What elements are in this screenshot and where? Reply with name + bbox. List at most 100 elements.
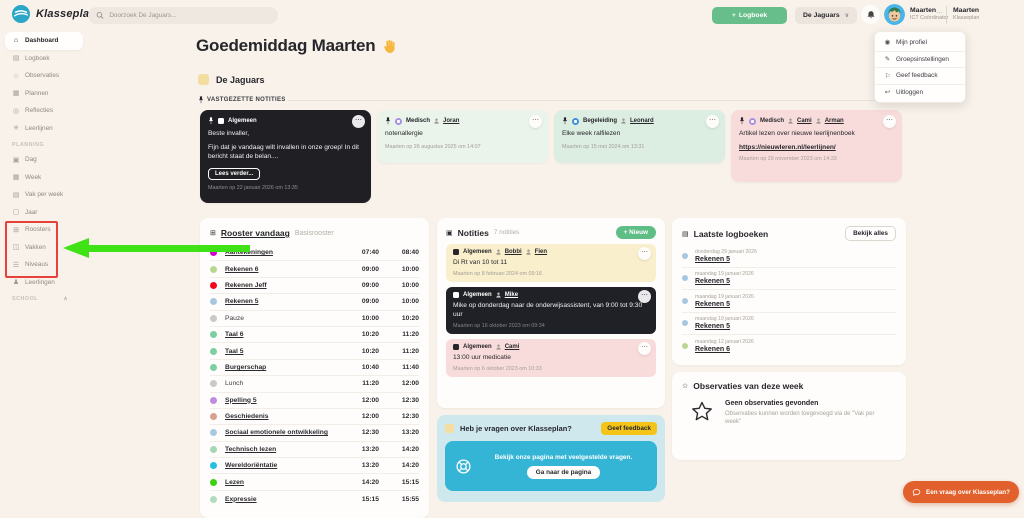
schedule-row[interactable]: Aantekeningen 07:40 08:40 xyxy=(210,245,419,262)
pinned-note-card[interactable]: Algemeen ⋯ Beste invaller, Fijn dat je v… xyxy=(200,110,371,203)
user-more-options-icon[interactable]: ⋯ xyxy=(936,10,943,17)
menu-item-mijn-profiel[interactable]: ◉ Mijn profiel xyxy=(884,38,927,47)
avatar[interactable] xyxy=(884,4,905,25)
help-chat-button[interactable]: Een vraag over Klasseplan? xyxy=(903,481,1019,503)
app-logo[interactable]: Klasseplan xyxy=(12,5,96,23)
sidebar-item-roosters[interactable]: ⊞ Roosters xyxy=(13,226,51,234)
subject-link[interactable]: Rekenen Jeff xyxy=(225,281,267,289)
sidebar-item-dashboard[interactable]: ⌂ Dashboard xyxy=(5,32,83,50)
logbook-row[interactable]: maandag 19 januari 2026 Rekenen 5 xyxy=(682,313,896,335)
menu-item-groepsinstellingen[interactable]: ✎ Groepsinstellingen xyxy=(875,50,965,68)
logbook-row[interactable]: maandag 12 januari 2026 Rekenen 6 xyxy=(682,335,896,358)
sidebar-item-plannen[interactable]: ▦ Plannen xyxy=(12,89,49,98)
sidebar-item-logboek[interactable]: ▤ Logboek xyxy=(12,54,50,63)
pinned-note-card[interactable]: Begeleiding Leonard ⋯ Elke week ralfilez… xyxy=(554,110,725,163)
more-options-button[interactable]: ⋯ xyxy=(352,115,365,128)
sidebar-item-leerlingen[interactable]: ♟ Leerlingen xyxy=(12,278,55,287)
student-link[interactable]: Mike xyxy=(504,291,519,298)
student-link[interactable]: Cami xyxy=(504,343,520,350)
note-link[interactable]: https://nieuwleren.nl/leerlijnen/ xyxy=(739,143,836,151)
sidebar-item-jaar[interactable]: ▢ Jaar xyxy=(12,208,38,217)
schedule-row[interactable]: Burgerschap 10:40 11:40 xyxy=(210,360,419,377)
group-selector-dropdown[interactable]: De Jaguars ∨ xyxy=(795,7,858,24)
sidebar-item-observaties[interactable]: ☆ Observaties xyxy=(12,72,60,80)
sidebar-item-vakken[interactable]: ◫ Vakken xyxy=(12,243,46,252)
more-options-button[interactable]: ⋯ xyxy=(529,115,542,128)
logbook-row[interactable]: maandag 19 januari 2026 Rekenen 5 xyxy=(682,268,896,290)
logbook-subject-link[interactable]: Rekenen 5 xyxy=(695,300,731,308)
menu-item-uitloggen[interactable]: ↩ Uitloggen xyxy=(875,83,965,101)
schedule-row[interactable]: Rekenen Jeff 09:00 10:00 xyxy=(210,278,419,295)
student-link[interactable]: Bobbi xyxy=(504,249,522,255)
schedule-row[interactable]: Expressie 15:15 15:55 xyxy=(210,491,419,507)
sidebar-item-niveaus[interactable]: ☰ Niveaus xyxy=(12,261,49,269)
subject-link[interactable]: Aantekeningen xyxy=(225,249,273,257)
logbook-subject-link[interactable]: Rekenen 5 xyxy=(695,323,731,331)
read-more-button[interactable]: Lees verder... xyxy=(208,167,261,180)
student-link[interactable]: Joran xyxy=(443,118,460,124)
note-item[interactable]: Algemeen Cami ⋯ 13:00 uur medicatie Maar… xyxy=(446,338,656,377)
new-note-button[interactable]: + Nieuw xyxy=(615,226,656,239)
student-link[interactable]: Fien xyxy=(534,249,548,255)
subject-link[interactable]: Geschiedenis xyxy=(225,413,269,421)
sidebar-item-week[interactable]: ▦ Week xyxy=(12,173,42,182)
search-bar[interactable] xyxy=(88,7,278,24)
schedule-row[interactable]: Taal 6 10:20 11:20 xyxy=(210,327,419,344)
note-item[interactable]: Algemeen Bobbi Fien ⋯ Di Rt van 10 tot 1… xyxy=(446,244,656,282)
sidebar-item-dag[interactable]: ▣ Dag xyxy=(12,156,37,164)
student-link[interactable]: Leonard xyxy=(630,118,654,124)
subject-link[interactable]: Burgerschap xyxy=(225,363,267,371)
feedback-button[interactable]: Geef feedback xyxy=(601,422,657,435)
subject-link[interactable]: Taal 5 xyxy=(225,347,244,355)
subject-link[interactable]: Wereldoriëntatie xyxy=(225,462,278,470)
account-switcher[interactable]: Maarten Klasseplan xyxy=(953,7,979,21)
schedule-row[interactable]: Sociaal emotionele ontwikkeling 12:30 13:2… xyxy=(210,425,419,442)
sidebar-item-vak-per-week[interactable]: ▤ Vak per week xyxy=(12,191,64,199)
note-item[interactable]: Algemeen Mike ⋯ Mike op donderdag naar d… xyxy=(446,286,656,334)
more-options-button[interactable]: ⋯ xyxy=(706,115,719,128)
logbook-subject-link[interactable]: Rekenen 6 xyxy=(695,346,731,354)
subject-link[interactable]: Spelling 5 xyxy=(225,396,257,404)
schedule-row[interactable]: Wereldoriëntatie 13:20 14:20 xyxy=(210,458,419,475)
sidebar-section-school[interactable]: SCHOOL ∧ xyxy=(0,291,88,305)
student-link[interactable]: Arman xyxy=(824,118,844,124)
subject-link[interactable]: Rekenen 6 xyxy=(225,265,259,273)
sidebar-item-reflecties[interactable]: ◎ Reflecties xyxy=(12,107,54,115)
logbook-row[interactable]: donderdag 29 januari 2026 Rekenen 5 xyxy=(682,245,896,268)
add-logboek-button[interactable]: + Logboek xyxy=(712,7,787,24)
current-user[interactable]: Maarten ICT Coördinator xyxy=(910,7,948,21)
search-input[interactable] xyxy=(109,12,270,19)
logbook-subject-link[interactable]: Rekenen 5 xyxy=(695,278,731,286)
schedule-row[interactable]: Geschiedenis 12:00 12:30 xyxy=(210,409,419,426)
go-to-page-button[interactable]: Ga naar de pagina xyxy=(526,465,601,479)
schedule-row[interactable]: Rekenen 6 09:00 10:00 xyxy=(210,261,419,278)
pinned-note-card[interactable]: Medisch Joran ⋯ notenallergie Maarten op… xyxy=(377,110,548,163)
more-options-button[interactable]: ⋯ xyxy=(638,247,651,260)
schedule-row[interactable]: Technisch lezen 13:20 14:20 xyxy=(210,442,419,459)
student-link[interactable]: Cami xyxy=(797,118,812,124)
schedule-title[interactable]: Rooster vandaag xyxy=(220,228,290,238)
more-options-button[interactable]: ⋯ xyxy=(638,341,651,355)
schedule-row[interactable]: Rekenen 5 09:00 10:00 xyxy=(210,294,419,311)
menu-item-geef-feedback[interactable]: ⚐ Geef feedback xyxy=(875,67,965,84)
logbook-subject-link[interactable]: Rekenen 5 xyxy=(695,255,731,263)
start-time: 10:20 xyxy=(361,331,379,339)
logbook-row[interactable]: maandag 19 januari 2026 Rekenen 5 xyxy=(682,290,896,313)
subject-link[interactable]: Rekenen 5 xyxy=(225,298,259,306)
schedule-row[interactable]: Spelling 5 12:00 12:30 xyxy=(210,393,419,409)
view-all-button[interactable]: Bekijk alles xyxy=(845,226,896,241)
sidebar-item-leerlijnen[interactable]: ✳ Leerlijnen xyxy=(13,124,53,133)
end-time: 10:00 xyxy=(401,281,419,289)
notifications-button[interactable] xyxy=(861,5,880,24)
logo-text: Klasseplan xyxy=(36,8,97,20)
schedule-row[interactable]: Lezen 14:20 15:15 xyxy=(210,474,419,491)
subject-link[interactable]: Expressie xyxy=(225,495,257,503)
more-options-button[interactable]: ⋯ xyxy=(883,115,896,128)
subject-link[interactable]: Technisch lezen xyxy=(225,445,277,453)
schedule-row[interactable]: Taal 5 10:20 11:20 xyxy=(210,343,419,360)
pinned-note-card[interactable]: Medisch Cami Arman ⋯ Artikel lezen over … xyxy=(731,110,902,182)
subject-link[interactable]: Taal 6 xyxy=(225,331,244,339)
more-options-button[interactable]: ⋯ xyxy=(638,289,651,303)
subject-link[interactable]: Sociaal emotionele ontwikkeling xyxy=(225,429,328,437)
subject-link[interactable]: Lezen xyxy=(225,478,244,486)
